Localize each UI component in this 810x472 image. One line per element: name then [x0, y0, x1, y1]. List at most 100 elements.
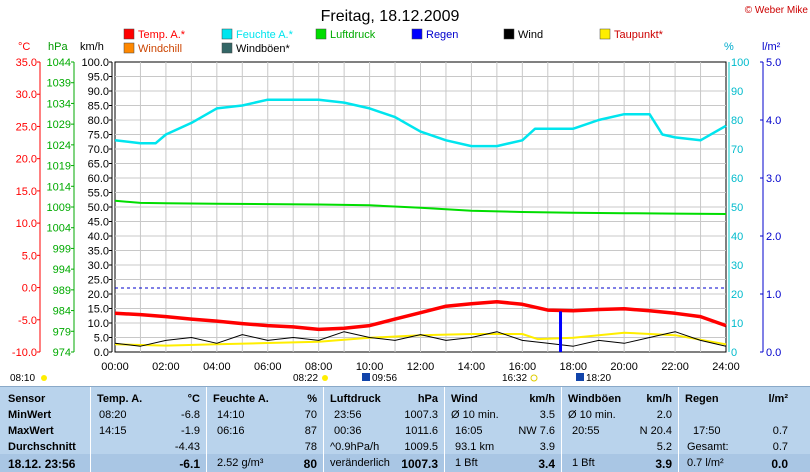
- axis-tick-label: 1034: [47, 98, 71, 110]
- series-line-1: [114, 199, 727, 215]
- humidity-tick-label: 30: [731, 260, 743, 272]
- axis-tick-label: 999: [53, 243, 71, 255]
- axis-tick-label: 10.0: [16, 218, 37, 230]
- hum-max: 87: [304, 425, 317, 437]
- rain-total-label: Gesamt:: [687, 441, 729, 453]
- axis-tick-label: 994: [53, 264, 71, 276]
- rain-tick-label: 0.0: [766, 347, 781, 359]
- legend-label-6: Windchill: [138, 43, 182, 55]
- axis-tick-label: 25.0: [88, 275, 109, 287]
- axis-tick-label: 1009: [47, 202, 71, 214]
- row-label-avg: Durchschnitt: [8, 441, 76, 453]
- rain-tick-label: 5.0: [766, 57, 781, 69]
- hum-unit-cell: %: [307, 393, 317, 405]
- press-max-time: 00:36: [334, 425, 362, 437]
- axis-tick-label: 1004: [47, 223, 71, 235]
- col-temp: Temp. A. °C 08:20 -6.8 14:15 -1.9 -4.43 …: [90, 387, 206, 472]
- axis-tick-label: 55.0: [88, 188, 109, 200]
- col-pressure: Luftdruck hPa 23:56 1007.3 00:36 1011.6 …: [323, 387, 444, 472]
- axis-tick-label: 85.0: [88, 101, 109, 113]
- x-tick-label: 06:00: [254, 361, 282, 373]
- press-tendency: veränderlich: [330, 457, 390, 469]
- legend-swatch-3: [411, 28, 423, 40]
- axis-tick-label: 70.0: [88, 144, 109, 156]
- legend-label-1: Feuchte A.*: [236, 29, 294, 41]
- press-min-time: 23:56: [334, 409, 362, 421]
- axis-tick-label: 989: [53, 285, 71, 297]
- series: [114, 98, 727, 352]
- hum-min-time: 14:10: [217, 409, 245, 421]
- moon1-time: 08:22: [293, 373, 318, 384]
- axis-tick-label: 65.0: [88, 159, 109, 171]
- legend-label-5: Taupunkt*: [614, 29, 664, 41]
- stats-table: Sensor MinWert MaxWert Durchschnitt 18.1…: [0, 386, 810, 472]
- axis-tick-label: 984: [53, 306, 71, 318]
- axis-tick-label: 5.0: [94, 333, 109, 345]
- axis-tick-label: 1019: [47, 161, 71, 173]
- rain-tick-label: 2.0: [766, 231, 781, 243]
- axis-tick-label: 35.0: [16, 57, 37, 69]
- temp-unit: °C: [18, 41, 30, 53]
- gust-bft: 1 Bft: [572, 457, 595, 469]
- humidity-tick-label: 0: [731, 347, 737, 359]
- hum-avg: 78: [304, 441, 317, 453]
- wind-now: 3.4: [538, 457, 555, 471]
- humidity-tick-label: 100: [731, 57, 749, 69]
- rain-max: 0.7: [772, 425, 788, 437]
- moon-icon: [362, 373, 370, 381]
- copyright: © Weber Mike: [745, 5, 809, 16]
- rain-tick-label: 1.0: [766, 289, 781, 301]
- x-tick-label: 24:00: [712, 361, 740, 373]
- x-tick-label: 14:00: [458, 361, 486, 373]
- axis-tick-label: 0.0: [94, 347, 109, 359]
- sun-icon: [41, 375, 47, 381]
- current-row: [0, 454, 810, 472]
- gust-max-time: 20:55: [572, 425, 600, 437]
- legend-swatch-2: [315, 28, 327, 40]
- rain-tick-label: 4.0: [766, 115, 781, 127]
- wind-dist-avg: 3.9: [539, 441, 555, 453]
- axis-tick-label: 979: [53, 326, 71, 338]
- rain-tick-label: 3.0: [766, 173, 781, 185]
- axis-tick-label: 15.0: [16, 186, 37, 198]
- press-max: 1011.6: [405, 425, 438, 437]
- x-tick-label: 16:00: [509, 361, 537, 373]
- axis-tick-label: 1014: [47, 181, 71, 193]
- humidity-unit: %: [724, 41, 734, 53]
- press-head: Luftdruck: [330, 393, 381, 405]
- humidity-tick-label: 20: [731, 289, 743, 301]
- axis-tick-label: -10.0: [12, 347, 37, 359]
- axis-tick-label: 60.0: [88, 173, 109, 185]
- x-tick-label: 10:00: [356, 361, 384, 373]
- axis-tick-label: 30.0: [88, 260, 109, 272]
- x-tick-label: 12:00: [407, 361, 435, 373]
- humidity-tick-label: 60: [731, 173, 743, 185]
- col-humidity: Feuchte A. % 14:10 70 06:16 87 78 2.52 g…: [206, 387, 323, 472]
- row-label-sensor: Sensor: [8, 393, 46, 405]
- hum-min: 70: [304, 409, 317, 421]
- moon2-time: 09:56: [372, 373, 397, 384]
- col-wind: Wind km/h Ø 10 min. 3.5 16:05 NW 7.6 93.…: [444, 387, 561, 472]
- chart-title: Freitag, 18.12.2009: [321, 8, 460, 25]
- rain-unit: l/m²: [762, 41, 781, 53]
- wind-bft: 1 Bft: [455, 457, 478, 469]
- press-unit-cell: hPa: [417, 393, 438, 405]
- axis-tick-label: 10.0: [88, 318, 109, 330]
- gust-max: N 20.4: [639, 425, 672, 437]
- gust-head: Windböen: [568, 393, 622, 405]
- hum-dew: 2.52 g/m³: [217, 457, 264, 469]
- wind-dist: 93.1 km: [455, 441, 495, 453]
- legend-label-3: Regen: [426, 29, 458, 41]
- rain-total: 0.7: [772, 441, 788, 453]
- press-trend-label: ^0.9hPa/h: [330, 441, 380, 453]
- wind-avg-label: Ø 10 min.: [451, 409, 499, 421]
- moon-icon-2: [576, 373, 584, 381]
- hum-max-time: 06:16: [217, 425, 245, 437]
- axes: 35.0 30.0 25.0 20.0 15.0 10.0 5.0 0.0 -5.0 -10.0 1…: [12, 57, 781, 359]
- hum-now: 80: [303, 457, 317, 471]
- legend-label-0: Temp. A.*: [138, 29, 186, 41]
- gust-dist-avg: 5.2: [656, 441, 672, 453]
- temp-now: -6.1: [179, 457, 200, 471]
- temp-min-time: 08:20: [99, 409, 127, 421]
- humidity-tick-label: 50: [731, 202, 743, 214]
